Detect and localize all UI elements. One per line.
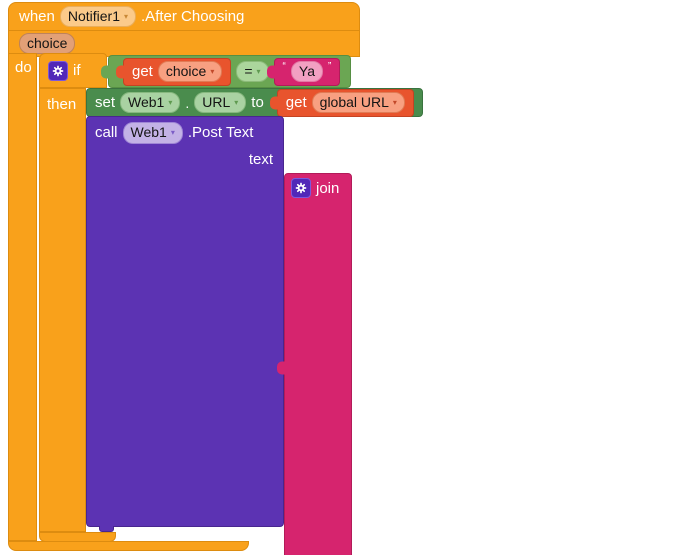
when-block-bottom [8, 541, 249, 551]
equals-logic-block[interactable]: get choice ▾ = ▾ “ Ya ” [108, 55, 352, 88]
get-variable-block[interactable]: get choice ▾ [123, 57, 232, 86]
dropdown-arrow-icon: ▾ [124, 11, 129, 21]
when-do-column: do [8, 53, 37, 541]
join-label: join [316, 179, 340, 197]
param-name: choice [27, 34, 68, 51]
text-param-label: text [248, 151, 273, 168]
property-dropdown-url[interactable]: URL ▾ [194, 91, 247, 114]
quote-mark: “ [282, 60, 286, 72]
when-header[interactable]: when Notifier1 ▾ .After Choosing [8, 2, 361, 31]
if-block-bottom [39, 532, 116, 542]
do-label: do [15, 59, 32, 76]
event-param-chip[interactable]: choice [19, 32, 76, 55]
gear-icon [52, 65, 64, 76]
method-name: .Post Text [187, 124, 254, 142]
mutator-gear-icon[interactable] [291, 178, 311, 198]
string-literal-block[interactable]: “ Ya ” [273, 57, 341, 86]
operator-dropdown[interactable]: = ▾ [236, 60, 269, 83]
variable-name: choice [165, 62, 207, 79]
component-name: Web1 [130, 124, 167, 140]
component-name: Web1 [128, 93, 165, 110]
property-name: URL [202, 93, 231, 110]
if-block-header[interactable]: if [39, 53, 107, 88]
get-global-url-block[interactable]: get global URL ▾ [276, 88, 414, 117]
quote-mark: ” [327, 60, 332, 72]
join-block-outer[interactable]: join [284, 173, 352, 555]
event-name: .After Choosing [141, 8, 245, 25]
set-label: set [95, 94, 116, 111]
if-then-column: then [39, 88, 86, 532]
get-label: get [285, 94, 307, 111]
dropdown-arrow-icon: ▾ [210, 66, 215, 76]
operator-symbol: = [244, 62, 253, 79]
string-value[interactable]: Ya [290, 60, 323, 83]
component-dropdown-web1[interactable]: Web1 ▾ [122, 122, 183, 144]
dropdown-arrow-icon: ▾ [392, 97, 397, 107]
string-text: Ya [298, 62, 315, 79]
next-statement-tab [99, 526, 114, 532]
variable-name: global URL [319, 93, 389, 110]
variable-dropdown-global-url[interactable]: global URL ▾ [311, 91, 405, 114]
dropdown-arrow-icon: ▾ [234, 97, 239, 107]
component-dropdown-notifier1[interactable]: Notifier1 ▾ [59, 5, 137, 28]
dropdown-arrow-icon: ▾ [256, 66, 261, 76]
then-label: then [47, 96, 77, 113]
dropdown-arrow-icon: ▾ [170, 127, 175, 137]
set-property-block[interactable]: set Web1 ▾ . URL ▾ to get global URL ▾ [86, 88, 423, 117]
dropdown-arrow-icon: ▾ [168, 97, 173, 107]
call-method-block[interactable]: call Web1 ▾ .Post Text text [86, 116, 284, 532]
call-label: call [95, 124, 118, 142]
if-label: if [73, 62, 81, 79]
component-dropdown-web1[interactable]: Web1 ▾ [120, 91, 181, 114]
variable-dropdown-choice[interactable]: choice ▾ [157, 60, 223, 83]
to-label: to [251, 94, 264, 111]
when-event-block[interactable]: when Notifier1 ▾ .After Choosing choice [8, 2, 361, 57]
get-label: get [132, 63, 153, 80]
separator-dot: . [185, 94, 190, 111]
mutator-gear-icon[interactable] [48, 60, 68, 81]
when-param-row: choice [8, 31, 361, 57]
component-name: Notifier1 [67, 7, 120, 24]
gear-icon [295, 182, 307, 194]
when-keyword: when [19, 8, 55, 25]
